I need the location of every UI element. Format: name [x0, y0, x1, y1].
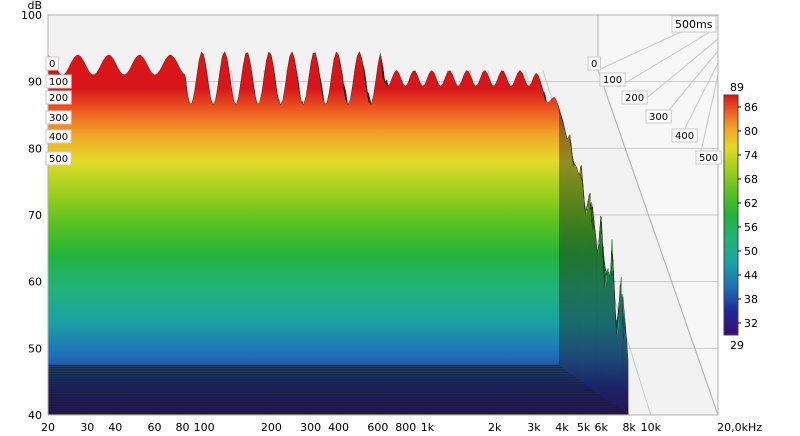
x-tick-label: 1k [421, 421, 435, 434]
x-tick-label: 300 [300, 421, 321, 434]
waterfall-surface [47, 51, 629, 415]
time-tick-text: 100 [49, 77, 68, 88]
x-tick-label: 600 [367, 421, 388, 434]
time-tick-box [45, 129, 72, 144]
waterfall-slice [47, 51, 560, 366]
x-tick-label: 6k [595, 421, 609, 434]
time-tick-text: 200 [625, 93, 644, 104]
colorbar-tick-label: 68 [744, 173, 758, 186]
x-tick-label: 8k [622, 421, 636, 434]
x-axis: 20 30 40 60 80 100 200 300 400 600 800 1k 2k 3k 4k 5k 6k… [41, 421, 762, 434]
x-tick-label: 10k [641, 421, 662, 434]
time-tick-left: 100 [45, 74, 72, 89]
time-label: 500ms [675, 18, 713, 31]
x-tick-label: 5k [577, 421, 591, 434]
back-wall [48, 15, 598, 70]
x-tick-label: 20,0kHz [717, 421, 762, 434]
x-tick-label: 4k [555, 421, 569, 434]
time-tick-box [45, 151, 72, 166]
time-tick-box [621, 90, 648, 105]
time-tick-text: 100 [603, 75, 622, 86]
x-tick-label: 2k [488, 421, 502, 434]
grid-line-time [699, 74, 719, 157]
x-tick-label: 200 [261, 421, 282, 434]
time-tick-text: 300 [49, 113, 68, 124]
colorbar-tick-label: 80 [744, 125, 758, 138]
x-tick-label: 800 [395, 421, 416, 434]
colorbar-tick-label: 38 [744, 293, 758, 306]
grid-line-time [679, 62, 719, 140]
time-tick-text: 0 [591, 59, 597, 70]
time-tick-right: 0 [587, 56, 601, 71]
time-tick-right: 100 [599, 72, 626, 87]
time-tick-text: 0 [49, 59, 55, 70]
colorbar-tick-label: 50 [744, 245, 758, 258]
y-tick-label: 50 [28, 342, 42, 355]
colorbar-tick-label: 32 [744, 317, 758, 330]
colorbar-tick-label: 62 [744, 197, 758, 210]
colorbar-min-label: 29 [730, 339, 744, 352]
time-tick-box [645, 109, 672, 124]
y-axis-label: dB [27, 0, 42, 12]
time-tick-box [695, 150, 722, 165]
x-tick-label: 400 [328, 421, 349, 434]
x-tick-label: 20 [41, 421, 55, 434]
x-tick-label: 30 [80, 421, 94, 434]
colorbar-max-label: 89 [730, 81, 744, 94]
colorbar-tick-label: 56 [744, 221, 758, 234]
time-tick-left: 0 [45, 56, 59, 71]
time-tick-box [45, 56, 59, 71]
colorbar-bar [723, 94, 739, 336]
colorbar-tick-label: 74 [744, 149, 758, 162]
x-tick-label: 60 [148, 421, 162, 434]
y-tick-label: 90 [28, 76, 42, 89]
x-tick-label: 3k [527, 421, 541, 434]
grid-line-time [618, 26, 719, 88]
time-tick-box [45, 110, 72, 125]
time-tick-box [45, 90, 72, 105]
colorbar-tick-label: 44 [744, 269, 758, 282]
colorbar: 86 80 74 68 62 56 50 44 38 32 89 29 [723, 81, 758, 352]
time-tick-text: 400 [49, 132, 68, 143]
time-tick-left: 400 [45, 129, 72, 144]
time-tick-text: 300 [649, 112, 668, 123]
time-tick-text: 400 [675, 131, 694, 142]
y-tick-label: 100 [21, 9, 42, 22]
time-tick-text: 200 [49, 93, 68, 104]
time-tick-right: 500 [695, 150, 722, 165]
time-tick-left: 300 [45, 110, 72, 125]
time-tick-text: 500 [49, 154, 68, 165]
grid-line-time [638, 38, 719, 105]
time-tick-box [587, 56, 601, 71]
time-tick-right: 400 [671, 128, 698, 143]
y-axis: 100 90 80 70 60 50 40 [21, 9, 42, 422]
time-label-box: 500ms [671, 15, 717, 33]
time-tick-left: 200 [45, 90, 72, 105]
time-tick-left: 500 [45, 151, 72, 166]
x-tick-label: 80 [175, 421, 189, 434]
plot-border [47, 14, 719, 416]
time-tick-text: 500 [699, 153, 718, 164]
x-tick-label: 40 [108, 421, 122, 434]
y-tick-label: 40 [28, 409, 42, 422]
time-tick-right: 300 [645, 109, 672, 124]
time-tick-right: 200 [621, 90, 648, 105]
y-tick-label: 70 [28, 209, 42, 222]
y-tick-label: 60 [28, 276, 42, 289]
y-tick-label: 80 [28, 142, 42, 155]
time-tick-box [671, 128, 698, 143]
time-tick-box [45, 74, 72, 89]
colorbar-tick-label: 86 [744, 101, 758, 114]
x-tick-label: 100 [194, 421, 215, 434]
time-tick-box [599, 72, 626, 87]
floor-corner-line [597, 69, 719, 416]
